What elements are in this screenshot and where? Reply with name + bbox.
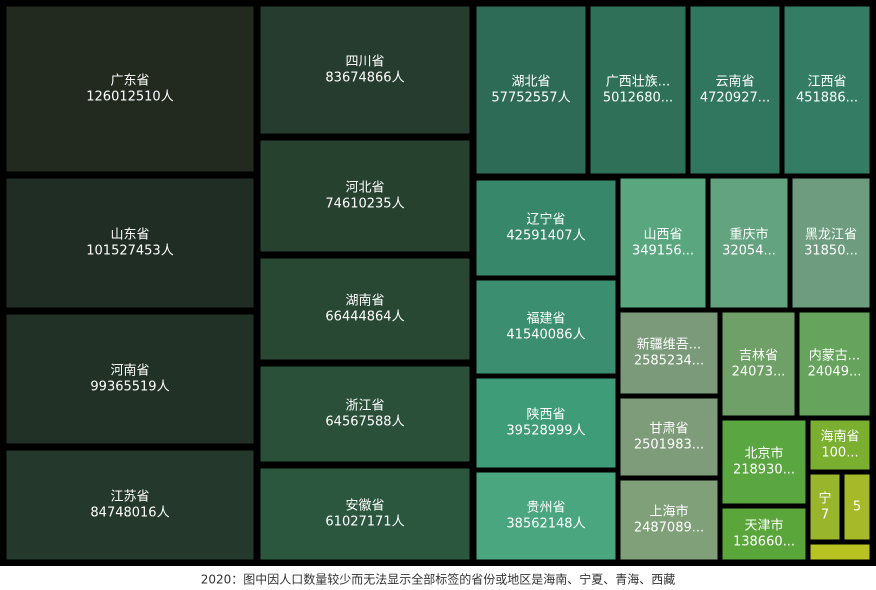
tile [807,417,873,473]
tile-value: 138660... [733,535,795,550]
tile-value: 38562148人 [506,517,585,532]
tile-value: 84748016人 [90,506,169,521]
tile [587,3,689,177]
tile-value: 32054... [722,244,776,259]
tile-value: 64567588人 [325,415,404,430]
tile-name: 上海市 [649,504,688,520]
tile-value: 41540086人 [506,328,585,343]
tile-name: 甘肃省 [649,422,688,437]
tile-name: 浙江省 [345,399,384,414]
tile-name: 山西省 [643,228,682,243]
tile-value: 126012510人 [86,90,173,105]
tile-name: 广西壮族... [606,74,670,90]
tile-value: 83674866人 [325,71,404,86]
tile [3,3,257,175]
tile-value: 349156... [632,244,694,259]
tile [719,505,809,563]
tile-value: 57752557人 [491,91,570,106]
tile-name: 广东省 [110,74,149,89]
tile [3,447,257,563]
tile [687,3,783,177]
tile-name: 吉林省 [739,349,778,364]
tile-name: 福建省 [526,312,565,327]
tile-name: 内蒙古... [809,348,860,364]
tile [617,309,721,397]
tile [473,177,619,279]
tile [707,175,791,311]
tile-value: 24073... [732,365,786,380]
tile [473,277,619,377]
tile-value: 74610235人 [325,197,404,212]
tile [781,3,873,177]
tile-name: 黑龙江省 [805,228,857,243]
tile-name: 四川省 [345,55,384,70]
tile-value: 7 [821,508,829,523]
note: 2020：图中因人口数量较少而无法显示全部标签的省份或地区是海南、宁夏、青海、西… [201,572,676,587]
tile-value: 2585234... [634,354,704,369]
tile-name: 宁 [818,491,831,507]
tile-name: 辽宁省 [526,212,565,228]
tile [3,175,257,311]
tile-value: 24049... [808,365,862,380]
tile-name: 安徽省 [345,499,384,514]
tile [796,309,873,419]
tile [473,375,619,471]
tile [807,471,843,543]
tile [719,309,798,419]
tile-value: 61027171人 [325,515,404,530]
tile-name: 天津市 [744,518,783,534]
tile-value: 100... [821,446,858,461]
tile [257,465,473,563]
tile [473,469,619,563]
tile-name: 湖北省 [511,75,550,90]
tile-value: 101527453人 [86,244,173,259]
tile-value: 66444864人 [325,310,404,325]
tile-value: 218930... [733,463,795,478]
tile-name: 江西省 [807,75,846,90]
tile-name: 陕西省 [526,408,565,423]
tile-name: 河北省 [345,181,384,196]
tile [473,3,589,177]
tile [789,175,873,311]
tile [807,541,873,563]
tile-name: 云南省 [715,74,754,90]
tile-name: 山东省 [110,228,149,243]
tile-name: 江苏省 [110,489,149,505]
tile-name: 河南省 [110,363,149,379]
tile [841,471,873,543]
tile-value: 99365519人 [90,380,169,395]
tile [257,3,473,137]
tile-value: 2487089... [634,521,704,536]
tile-name: 海南省 [820,429,859,445]
tile-name: 湖南省 [345,293,384,309]
tile-value: 451886... [796,91,858,106]
tile-name: 贵州省 [526,501,565,516]
tile [257,255,473,363]
tile [257,137,473,255]
tile-name: 北京市 [744,446,783,462]
tile-value: 31850... [804,244,858,259]
tile-value: 39528999人 [506,424,585,439]
tile-name: 新疆维吾... [637,337,701,353]
tile [257,363,473,465]
tile [617,395,721,479]
tile [719,417,809,507]
tile-name: 重庆市 [729,227,768,243]
tile [617,477,721,563]
tile [617,175,709,311]
tile-value: 4720927... [700,91,770,106]
tile-value: 42591407人 [506,229,585,244]
tile-value: 5012680... [603,91,673,106]
tile-value: 5 [853,500,861,515]
tile-value: 2501983... [634,438,704,453]
tile [3,311,257,447]
